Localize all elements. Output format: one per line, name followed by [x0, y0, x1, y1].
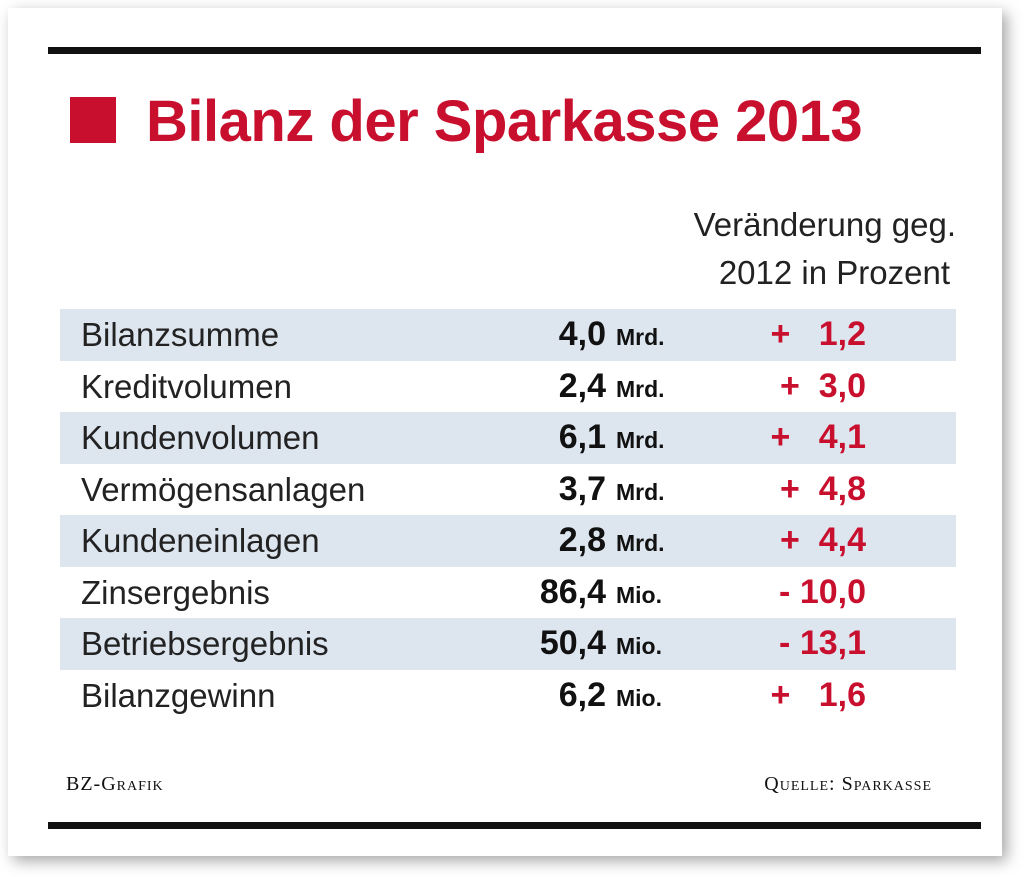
- row-unit: Mrd.: [616, 324, 665, 350]
- data-table: Bilanzsumme 4,0 Mrd. + 1,2 Kreditvolumen 2,4 M…: [60, 309, 956, 721]
- row-unit: Mrd.: [616, 478, 665, 505]
- row-value: 6,2: [558, 675, 606, 714]
- table-row: Kundeneinlagen 2,8 Mrd. + 4,4: [60, 515, 956, 567]
- row-value: 86,4: [539, 572, 606, 611]
- row-label: Bilanzgewinn: [81, 676, 276, 714]
- change-header-line1: Veränderung geg.: [693, 206, 956, 243]
- row-label: Kreditvolumen: [81, 367, 292, 405]
- row-unit: Mrd.: [616, 427, 665, 453]
- row-label: Kundeneinlagen: [81, 522, 320, 559]
- row-label: Zinsergebnis: [81, 573, 270, 611]
- row-change: - 13,1: [779, 624, 866, 662]
- table-row: Kreditvolumen 2,4 Mrd. + 3,0: [60, 361, 956, 413]
- row-value: 3,7: [558, 469, 606, 508]
- row-unit: Mio.: [616, 633, 662, 659]
- table-row: Bilanzsumme 4,0 Mrd. + 1,2: [60, 309, 956, 361]
- row-change: + 1,6: [770, 675, 866, 714]
- table-row: Bilanzgewinn 6,2 Mio. + 1,6: [60, 670, 956, 722]
- row-change: + 1,2: [770, 315, 866, 353]
- row-change: + 3,0: [779, 366, 866, 405]
- row-change: + 4,4: [779, 521, 866, 559]
- row-unit: Mrd.: [616, 530, 665, 556]
- row-change: - 10,0: [779, 572, 866, 611]
- footer-source: Quelle: Sparkasse: [764, 773, 932, 795]
- infographic-card: Bilanz der Sparkasse 2013 Veränderung ge…: [8, 8, 1002, 856]
- row-value: 6,1: [558, 418, 606, 456]
- row-unit: Mio.: [616, 684, 662, 711]
- title-square-icon: [70, 97, 116, 143]
- row-change: + 4,8: [779, 469, 866, 508]
- table-row: Vermögensanlagen 3,7 Mrd. + 4,8: [60, 464, 956, 516]
- table-row: Betriebsergebnis 50,4 Mio. - 13,1: [60, 618, 956, 670]
- table-row: Kundenvolumen 6,1 Mrd. + 4,1: [60, 412, 956, 464]
- row-label: Bilanzsumme: [81, 316, 280, 353]
- row-unit: Mrd.: [616, 375, 665, 402]
- row-value: 50,4: [539, 624, 606, 662]
- top-rule: [48, 47, 981, 54]
- row-value: 2,8: [558, 521, 606, 559]
- table-row: Zinsergebnis 86,4 Mio. - 10,0: [60, 567, 956, 619]
- row-unit: Mio.: [616, 581, 662, 608]
- row-value: 2,4: [558, 366, 606, 405]
- change-header-line2: 2012 in Prozent: [718, 254, 950, 291]
- change-column-header: Veränderung geg. 2012 in Prozent: [608, 201, 956, 297]
- row-label: Vermögensanlagen: [81, 470, 366, 508]
- row-label: Betriebsergebnis: [81, 625, 329, 662]
- row-label: Kundenvolumen: [81, 419, 320, 456]
- row-value: 4,0: [558, 315, 606, 353]
- row-change: + 4,1: [770, 418, 866, 456]
- chart-title: Bilanz der Sparkasse 2013: [146, 89, 863, 154]
- footer-credit: BZ-Grafik: [66, 773, 164, 795]
- bottom-rule: [48, 822, 981, 829]
